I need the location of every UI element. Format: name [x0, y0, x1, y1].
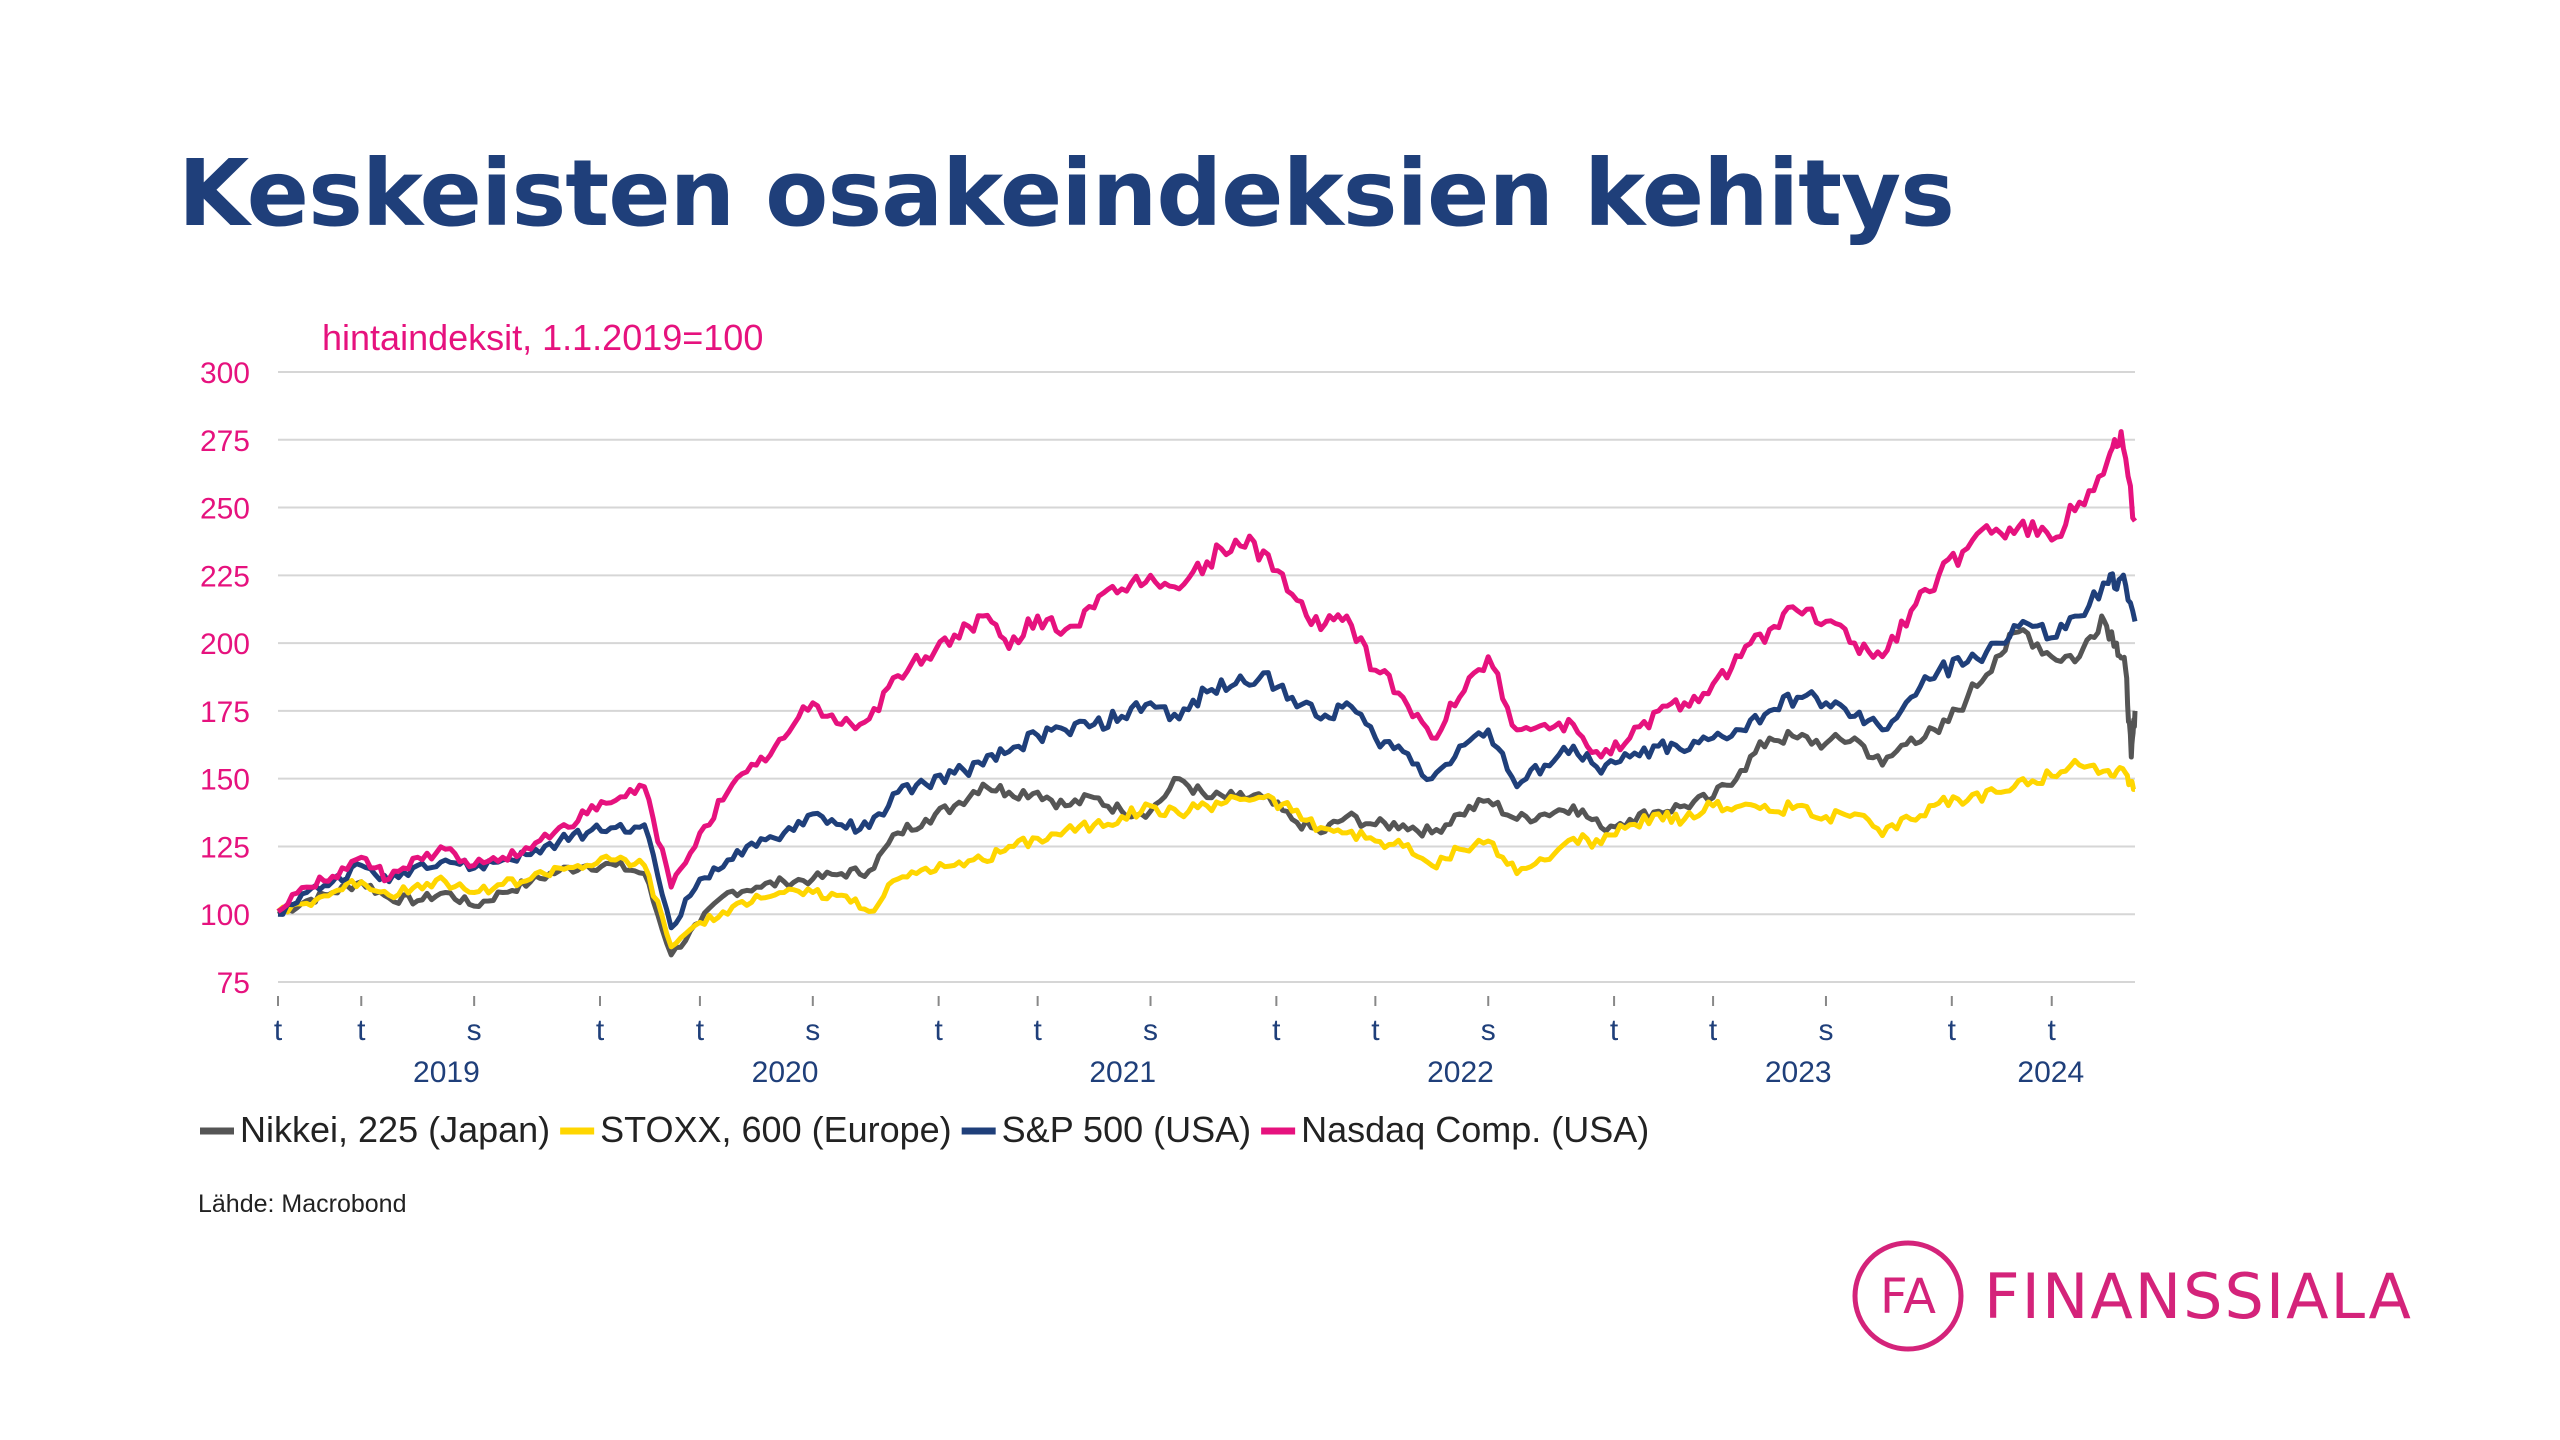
page-title: Keskeisten osakeindeksien kehitys	[178, 140, 1955, 247]
x-tick-label: t	[274, 1014, 283, 1047]
x-tick-label: t	[1371, 1014, 1380, 1047]
y-tick-label: 250	[200, 493, 250, 526]
y-tick-label: 125	[200, 831, 250, 864]
brand-name: FINANSSIALA	[1984, 1259, 2413, 1333]
y-axis-tick-labels: 75 100 125 150 175 200 225 250 275 300	[200, 357, 250, 1000]
series-line	[276, 429, 2138, 914]
x-tick-label: t	[1033, 1014, 1042, 1047]
x-year-label: 2022	[1427, 1056, 1494, 1089]
y-tick-label: 275	[200, 425, 250, 458]
x-axis: t t s t t s t t s t t s t t s t t 2019 2020 2021 2022 2023 202…	[274, 996, 2084, 1089]
x-tick-label: s	[467, 1014, 482, 1047]
brand-monogram: FA	[1880, 1269, 1936, 1325]
y-tick-label: 150	[200, 764, 250, 797]
x-tick-label: t	[1709, 1014, 1718, 1047]
x-tick-label: t	[2048, 1014, 2057, 1047]
x-tick-label: s	[1481, 1014, 1496, 1047]
series-lines	[276, 429, 2138, 958]
x-year-label: 2021	[1089, 1056, 1156, 1089]
x-year-label: 2020	[752, 1056, 819, 1089]
x-tick-label: t	[934, 1014, 943, 1047]
x-year-label: 2019	[413, 1056, 480, 1089]
y-tick-label: 300	[200, 357, 250, 390]
x-year-label: 2024	[2017, 1056, 2084, 1089]
chart-subtitle: hintaindeksit, 1.1.2019=100	[322, 317, 763, 358]
y-tick-label: 100	[200, 899, 250, 932]
legend: Nikkei, 225 (Japan) STOXX, 600 (Europe) S&…	[200, 1109, 1649, 1150]
x-tick-label: t	[1272, 1014, 1281, 1047]
gridlines	[278, 371, 2135, 983]
x-tick-label: t	[596, 1014, 605, 1047]
y-tick-label: 200	[200, 628, 250, 661]
series-line	[277, 571, 2138, 931]
legend-label: Nasdaq Comp. (USA)	[1301, 1109, 1649, 1150]
legend-label: Nikkei, 225 (Japan)	[240, 1109, 550, 1150]
x-tick-label: s	[1143, 1014, 1158, 1047]
source-note: Lähde: Macrobond	[198, 1190, 406, 1218]
series-line	[276, 613, 2138, 958]
x-tick-label: t	[696, 1014, 705, 1047]
x-tick-label: t	[1610, 1014, 1619, 1047]
x-tick-label: t	[357, 1014, 366, 1047]
y-tick-label: 75	[217, 967, 250, 1000]
x-tick-label: s	[1818, 1014, 1833, 1047]
x-year-label: 2023	[1765, 1056, 1832, 1089]
series-line	[276, 757, 2136, 950]
brand-logo-block: FA FINANSSIALA	[1850, 1238, 2413, 1354]
y-tick-label: 225	[200, 560, 250, 593]
legend-label: S&P 500 (USA)	[1002, 1109, 1251, 1150]
y-tick-label: 175	[200, 696, 250, 729]
legend-label: STOXX, 600 (Europe)	[600, 1109, 952, 1150]
x-tick-label: s	[805, 1014, 820, 1047]
finanssiala-logo-icon: FA	[1852, 1240, 1964, 1352]
x-tick-label: t	[1948, 1014, 1957, 1047]
